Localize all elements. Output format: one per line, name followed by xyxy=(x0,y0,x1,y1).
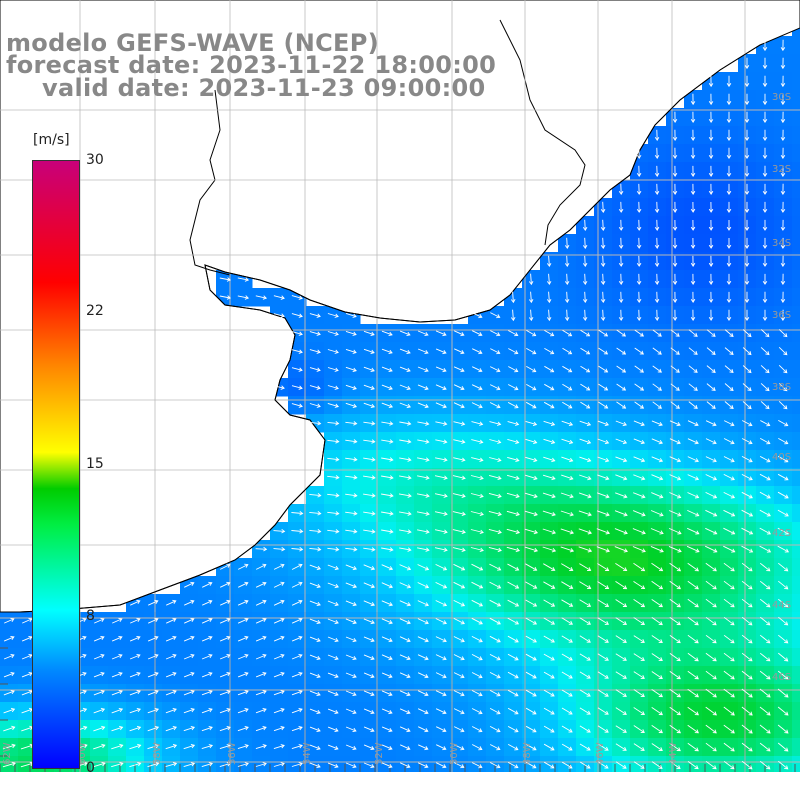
wind-speed-cell xyxy=(792,342,800,361)
latitude-label: 38S xyxy=(772,382,791,393)
wind-speed-cell xyxy=(792,648,800,667)
longitude-label: 46W xyxy=(595,742,606,765)
colorbar-tick-22: 22 xyxy=(86,303,104,319)
bottom-margin xyxy=(0,772,800,800)
wind-speed-cell xyxy=(792,630,800,649)
longitude-label: 62W xyxy=(2,742,13,765)
colorbar-tick-15: 15 xyxy=(86,456,104,472)
longitude-label: 58W xyxy=(152,742,163,765)
latitude-label: 46S xyxy=(772,672,791,683)
wind-speed-cell xyxy=(792,234,800,253)
wind-speed-cell xyxy=(792,468,800,487)
wind-speed-cell xyxy=(792,396,800,415)
wind-speed-cell xyxy=(792,756,800,775)
wind-speed-cell xyxy=(792,540,800,559)
colorbar-tick-0: 0 xyxy=(86,760,95,776)
wind-speed-cell xyxy=(792,72,800,91)
wind-speed-cell xyxy=(792,108,800,127)
wind-speed-cell xyxy=(792,684,800,703)
latitude-label: 36S xyxy=(772,310,791,321)
wind-speed-cell xyxy=(792,360,800,379)
longitude-label: 50W xyxy=(449,742,460,765)
colorbar-unit: [m/s] xyxy=(33,132,70,148)
wind-speed-cell xyxy=(792,414,800,433)
wind-speed-cell xyxy=(792,216,800,235)
longitude-label: 56W xyxy=(227,742,238,765)
wind-speed-cell xyxy=(792,432,800,451)
wind-speed-cell xyxy=(792,666,800,685)
wind-speed-cell xyxy=(792,720,800,739)
wind-speed-cell xyxy=(792,576,800,595)
wind-speed-cell xyxy=(792,702,800,721)
wind-speed-cell xyxy=(792,126,800,145)
wind-speed-cell xyxy=(792,378,800,397)
wind-speed-cell xyxy=(792,54,800,73)
valid-date: valid date: 2023-11-23 09:00:00 xyxy=(42,76,485,100)
wind-speed-cell xyxy=(792,504,800,523)
colorbar-tick-30: 30 xyxy=(86,152,104,168)
longitude-label: 44W xyxy=(668,742,679,765)
wind-speed-cell xyxy=(792,144,800,163)
wind-speed-cell xyxy=(792,162,800,181)
latitude-label: 40S xyxy=(772,452,791,463)
wind-speed-cell xyxy=(792,324,800,343)
wind-speed-cell xyxy=(792,738,800,757)
wind-speed-cell xyxy=(792,522,800,541)
colorbar-tick-8: 8 xyxy=(86,608,95,624)
wind-speed-cell xyxy=(792,486,800,505)
wind-speed-cell xyxy=(792,306,800,325)
wind-speed-cell xyxy=(792,594,800,613)
wind-speed-cell xyxy=(792,288,800,307)
wind-speed-cell xyxy=(792,36,800,55)
longitude-label: 48W xyxy=(522,742,533,765)
latitude-label: 44S xyxy=(772,600,791,611)
longitude-label: 54W xyxy=(302,742,313,765)
latitude-label: 30S xyxy=(772,92,791,103)
colorbar xyxy=(32,160,80,769)
latitude-label: 34S xyxy=(772,238,791,249)
wind-speed-cell xyxy=(792,270,800,289)
latitude-label: 42S xyxy=(772,528,791,539)
wind-speed-cell xyxy=(792,180,800,199)
wind-speed-cell xyxy=(792,558,800,577)
wind-speed-cell xyxy=(792,450,800,469)
longitude-label: 52W xyxy=(374,742,385,765)
latitude-label: 32S xyxy=(772,164,791,175)
wind-speed-cell xyxy=(792,198,800,217)
wind-speed-cell xyxy=(792,612,800,631)
wind-speed-cell xyxy=(792,90,800,109)
